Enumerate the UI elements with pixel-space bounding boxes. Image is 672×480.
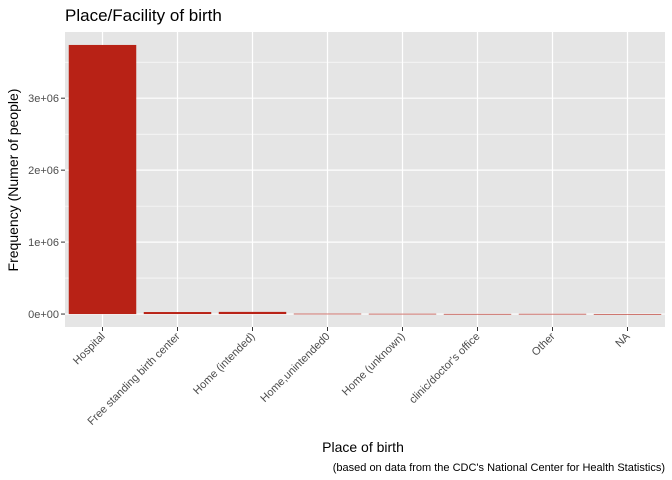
gridlines	[65, 32, 665, 327]
x-tick-label: Home (intended)	[191, 331, 257, 397]
chart-title: Place/Facility of birth	[65, 6, 222, 25]
y-tick-label: 1e+06	[28, 237, 59, 249]
x-tick-label: clinic/doctor's office	[407, 331, 483, 407]
bar	[593, 313, 662, 315]
x-tick-label: Other	[530, 330, 558, 358]
bar	[443, 313, 512, 315]
bar	[218, 311, 287, 315]
bar	[143, 312, 212, 315]
y-axis-title: Frequency (Numer of people)	[5, 89, 21, 272]
plot-panel	[65, 32, 665, 327]
bar	[293, 313, 362, 315]
chart-caption: (based on data from the CDC's National C…	[333, 462, 665, 474]
x-tick-label: Home (unknown)	[340, 331, 408, 399]
x-tick-label: Hospital	[71, 331, 108, 368]
bars	[68, 44, 662, 315]
y-tick-label: 2e+06	[28, 165, 59, 177]
x-tick-label: Home,unintended0	[258, 331, 332, 405]
y-tick-label: 3e+06	[28, 93, 59, 105]
x-axis-title: Place of birth	[322, 439, 404, 455]
bar	[368, 313, 437, 315]
bar	[518, 313, 587, 315]
bar	[68, 44, 137, 315]
x-tick-label: NA	[613, 330, 633, 350]
y-axis: 0e+00 1e+06 2e+06 3e+06	[28, 93, 65, 321]
y-tick-label: 0e+00	[28, 309, 59, 321]
